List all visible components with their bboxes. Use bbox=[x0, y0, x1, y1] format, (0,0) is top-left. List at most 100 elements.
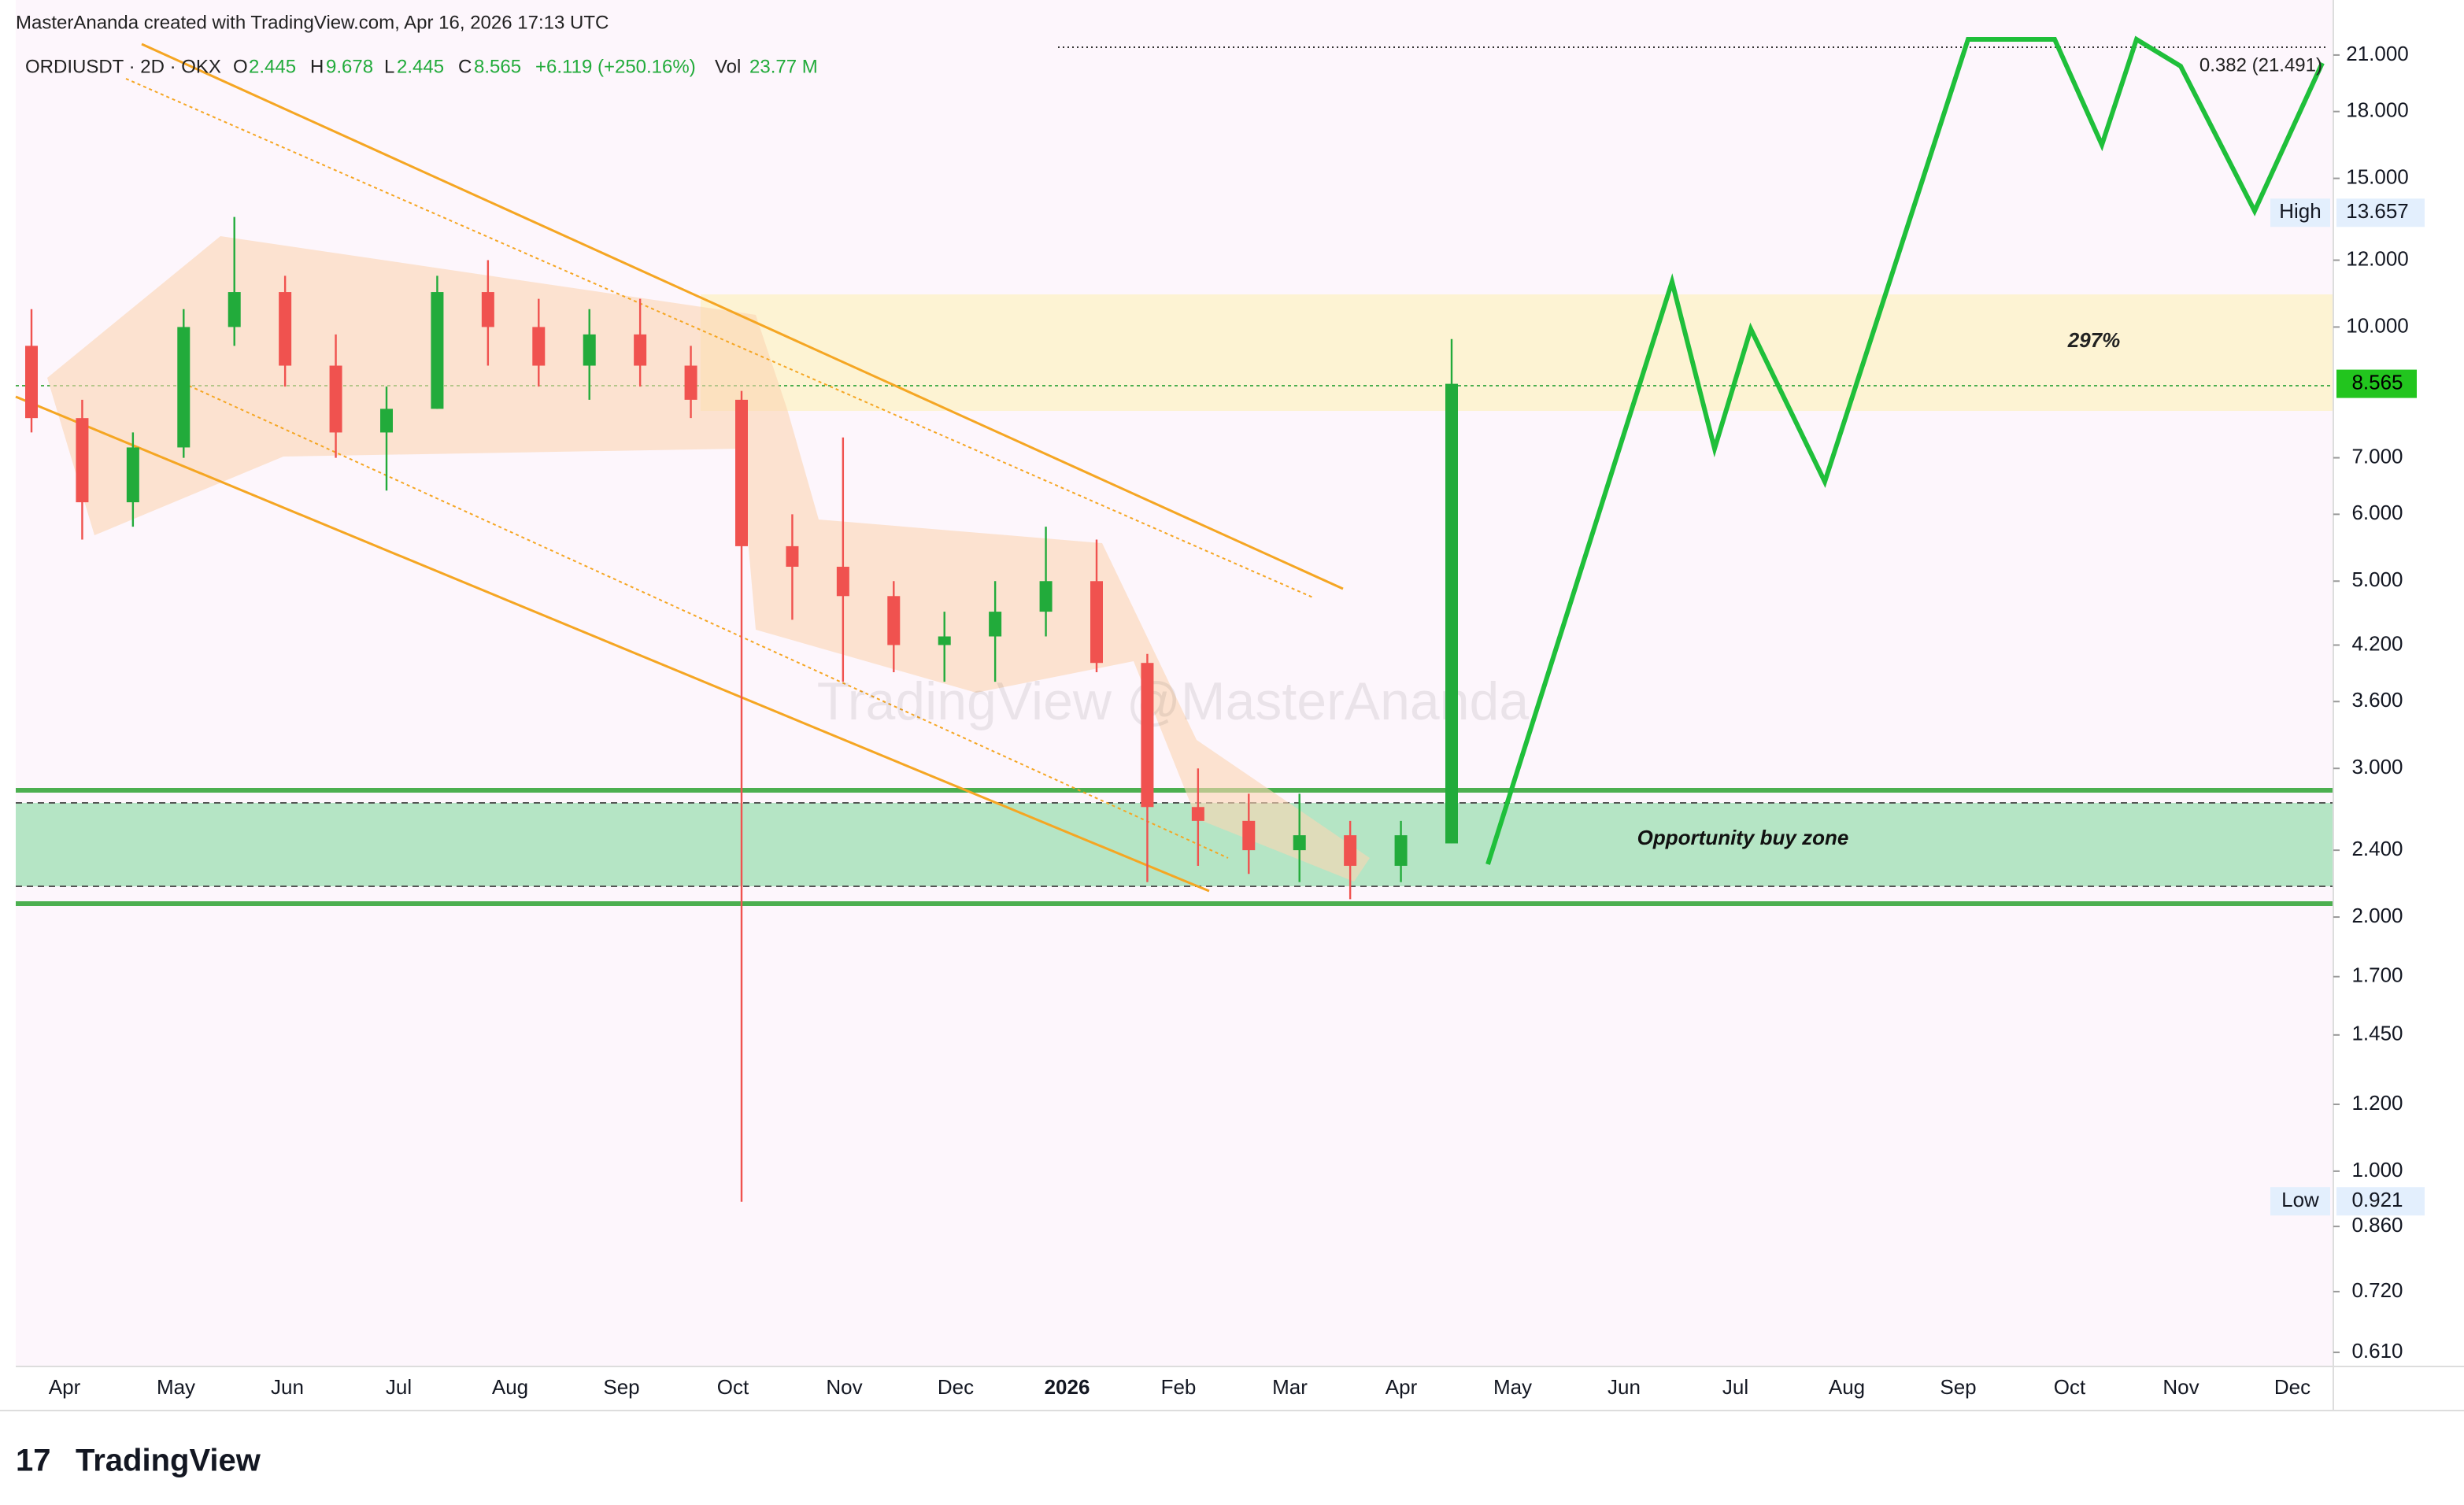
key: O bbox=[233, 56, 248, 77]
x-tick-label: Aug bbox=[1829, 1375, 1865, 1399]
channel-line bbox=[15, 395, 1210, 893]
buy-zone bbox=[16, 803, 2333, 886]
y-tick-label: 1.450 bbox=[2351, 1022, 2403, 1045]
y-tick-label: 6.000 bbox=[2351, 501, 2403, 524]
y-tick-label: 10.000 bbox=[2346, 313, 2409, 337]
high-value-box bbox=[2336, 198, 2425, 227]
x-tick-label: Apr bbox=[49, 1375, 81, 1399]
fib-label: 0.382 (21.491) bbox=[2199, 54, 2322, 76]
candle-body bbox=[1242, 820, 1256, 851]
x-tick-label: Apr bbox=[1386, 1375, 1418, 1399]
candle-body bbox=[836, 567, 849, 597]
high-name: High bbox=[2279, 199, 2321, 223]
y-tick-label: 3.000 bbox=[2351, 755, 2403, 778]
target-zone bbox=[701, 294, 2333, 411]
candle-body bbox=[279, 292, 292, 366]
symbol: ORDIUSDT · 2D · OKX bbox=[25, 56, 221, 77]
y-tick-label: 12.000 bbox=[2346, 246, 2409, 270]
candle-body bbox=[989, 612, 1002, 637]
x-tick-label: Oct bbox=[2054, 1375, 2086, 1399]
key: C bbox=[458, 56, 472, 77]
y-tick-label: 15.000 bbox=[2346, 165, 2409, 188]
candle-body bbox=[126, 447, 139, 503]
watermark: TradingView @MasterAnanda bbox=[817, 671, 1530, 731]
candle-body bbox=[228, 292, 241, 327]
x-tick-label: May bbox=[1493, 1375, 1532, 1399]
y-tick-label: 3.600 bbox=[2351, 688, 2403, 712]
candle-body bbox=[583, 334, 596, 366]
candle-body bbox=[25, 346, 38, 419]
plot-bg bbox=[16, 0, 2333, 1366]
candle-body bbox=[786, 545, 799, 568]
legend: ORDIUSDT · 2D · OKX O 2.445 H 9.678 L 2.… bbox=[25, 56, 818, 77]
candle-body bbox=[177, 327, 191, 448]
value: 8.565 bbox=[474, 56, 521, 77]
value: 2.445 bbox=[249, 56, 296, 77]
channel-line bbox=[188, 385, 1229, 859]
candle-body bbox=[329, 365, 342, 433]
logo-mark: 17 bbox=[16, 1444, 51, 1478]
candle-body bbox=[1141, 663, 1154, 808]
candle-body bbox=[735, 399, 748, 546]
value: 2.445 bbox=[397, 56, 444, 77]
low-name: Low bbox=[2281, 1188, 2319, 1211]
logo-text: TradingView bbox=[76, 1444, 261, 1478]
y-tick-label: 0.860 bbox=[2351, 1213, 2403, 1237]
value: 23.77 M bbox=[749, 56, 818, 77]
candle-body bbox=[938, 636, 951, 645]
credit: MasterAnanda created with TradingView.co… bbox=[16, 12, 609, 33]
y-tick-label: 4.200 bbox=[2351, 631, 2403, 655]
channel-line bbox=[141, 43, 1344, 590]
candle-body bbox=[1039, 581, 1053, 612]
high-value: 13.657 bbox=[2346, 199, 2409, 223]
x-tick-label: Feb bbox=[1161, 1375, 1197, 1399]
candle-body bbox=[532, 327, 546, 366]
x-tick-label: Dec bbox=[938, 1375, 974, 1399]
x-tick-label: Aug bbox=[492, 1375, 528, 1399]
y-tick-label: 5.000 bbox=[2351, 568, 2403, 591]
x-tick-label: Jul bbox=[1722, 1375, 1748, 1399]
candle-body bbox=[887, 596, 901, 645]
y-tick-label: 2.000 bbox=[2351, 904, 2403, 927]
low-value-box bbox=[2336, 1187, 2425, 1216]
candle-body bbox=[1090, 581, 1103, 664]
y-tick-label: 21.000 bbox=[2346, 42, 2409, 65]
candle-body bbox=[380, 409, 393, 433]
path-shade bbox=[47, 236, 1370, 882]
y-tick-label: 0.610 bbox=[2351, 1339, 2403, 1363]
y-tick-label: 0.720 bbox=[2351, 1278, 2403, 1302]
key: L bbox=[384, 56, 394, 77]
value: 9.678 bbox=[326, 56, 373, 77]
y-tick-label: 1.000 bbox=[2351, 1158, 2403, 1181]
candle-body bbox=[76, 418, 89, 503]
price-tag-label: 8.565 bbox=[2351, 370, 2403, 394]
channel-line bbox=[125, 78, 1315, 599]
projection bbox=[1485, 35, 2325, 865]
logo: 17 TradingView bbox=[16, 1444, 261, 1478]
x-tick-label: Jul bbox=[386, 1375, 412, 1399]
x-tick-label: 2026 bbox=[1045, 1375, 1090, 1399]
x-tick-label: Jun bbox=[1608, 1375, 1641, 1399]
key: Vol bbox=[715, 56, 741, 77]
candle-body bbox=[1344, 835, 1357, 866]
key: H bbox=[310, 56, 324, 77]
change: +6.119 (+250.16%) bbox=[535, 56, 696, 77]
low-box bbox=[2270, 1187, 2330, 1216]
y-tick-label: 18.000 bbox=[2346, 98, 2409, 122]
candle-body bbox=[684, 365, 697, 400]
x-tick-label: Nov bbox=[2162, 1375, 2199, 1399]
candle-body bbox=[1394, 835, 1408, 866]
candle-body bbox=[481, 292, 494, 327]
x-tick-label: Sep bbox=[1940, 1375, 1976, 1399]
x-tick-label: Oct bbox=[717, 1375, 749, 1399]
x-tick-label: Jun bbox=[271, 1375, 304, 1399]
candle-body bbox=[634, 334, 647, 366]
high-box bbox=[2270, 198, 2330, 227]
y-tick-label: 1.200 bbox=[2351, 1091, 2403, 1115]
x-tick-label: Nov bbox=[826, 1375, 862, 1399]
candle-body bbox=[431, 292, 444, 409]
candle-body bbox=[1191, 807, 1204, 821]
x-tick-label: May bbox=[157, 1375, 195, 1399]
